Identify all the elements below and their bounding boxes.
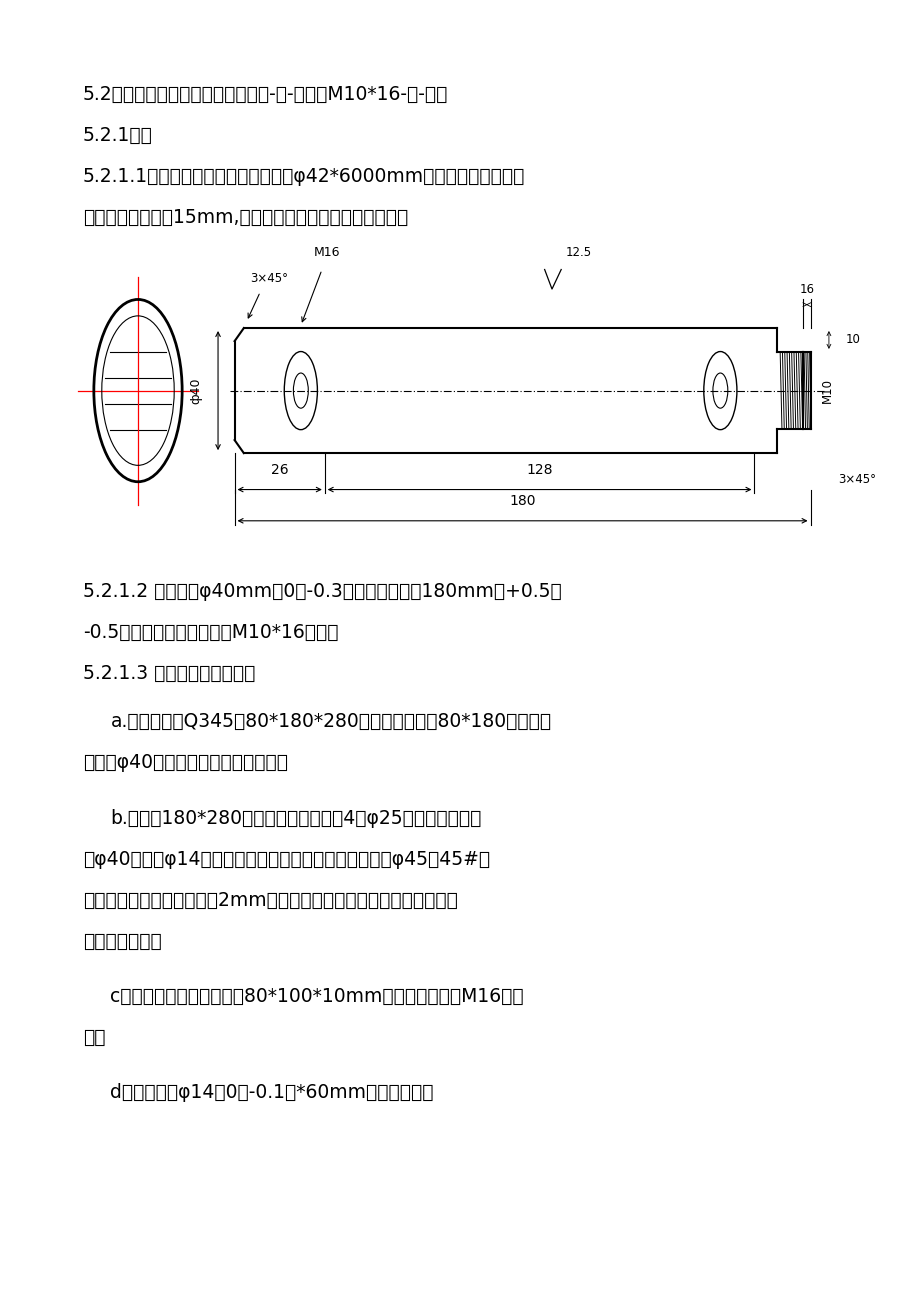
Text: 5.2.1下料: 5.2.1下料 (83, 126, 153, 145)
Text: c．再将其中的一个孔銃揤80*100*10mm深的方块以备攼M16丝使: c．再将其中的一个孔銃揤80*100*10mm深的方块以备攼M16丝使 (110, 987, 524, 1006)
Text: 钒两个φ40的透孔以备放转矩轴工件。: 钒两个φ40的透孔以备放转矩轴工件。 (83, 753, 288, 772)
Text: 10: 10 (845, 333, 859, 346)
Text: 128: 128 (526, 462, 552, 477)
Text: 工之图纸尺寸。: 工之图纸尺寸。 (83, 932, 162, 950)
Text: 3×45°: 3×45° (250, 272, 289, 285)
Text: 3×45°: 3×45° (837, 473, 875, 486)
Text: -0.5），打中心孔，再钒攼M10*16的丝。: -0.5），打中心孔，再钒攼M10*16的丝。 (83, 624, 338, 642)
Text: 16: 16 (799, 283, 813, 296)
Text: b.其次在180*280的平面上钒如图所示4个φ25的孔并镌上外径: b.其次在180*280的平面上钒如图所示4个φ25的孔并镌上外径 (110, 809, 482, 828)
Text: 5.2.1.3 转矩轴钒床胎具制作: 5.2.1.3 转矩轴钒床胎具制作 (83, 664, 255, 684)
Text: 5.2转矩轴加工件的工艺流程：下料-车-钒、攼M10*16-钒-攼。: 5.2转矩轴加工件的工艺流程：下料-车-钒、攼M10*16-钒-攼。 (83, 85, 448, 104)
Text: ф40: ф40 (189, 378, 202, 404)
Text: 180: 180 (509, 493, 535, 508)
Text: a.加工材质为Q345皀80*180*280的方板，首先在80*180的侧面上: a.加工材质为Q345皀80*180*280的方板，首先在80*180的侧面上 (110, 712, 550, 732)
Text: 为φ40内孔为φ14的钒套。（钒套如图右下方所示）套用φ45皀45#圆: 为φ40内孔为φ14的钒套。（钒套如图右下方所示）套用φ45皀45#圆 (83, 850, 490, 868)
Text: 5.2.1.1领取符合图纸材质要求的圆钐φ42*6000mm，校直后排版，用锋: 5.2.1.1领取符合图纸材质要求的圆钐φ42*6000mm，校直后排版，用锋 (83, 167, 525, 186)
Text: 12.5: 12.5 (565, 246, 591, 259)
Text: 用。: 用。 (83, 1029, 105, 1047)
Text: 钐粗加工，按实际尺寸留有2mm的加工量，然后进行调质、淣火。精加: 钐粗加工，按实际尺寸留有2mm的加工量，然后进行调质、淣火。精加 (83, 891, 457, 910)
Text: 床下料，每根锋成15mm,以备车床加工。（工件图如下：）: 床下料，每根锋成15mm,以备车床加工。（工件图如下：） (83, 207, 408, 227)
Text: 26: 26 (270, 462, 289, 477)
Text: M10: M10 (820, 378, 833, 404)
Text: d．加工一个φ14（0～-0.1）*60mm长的定位销。: d．加工一个φ14（0～-0.1）*60mm长的定位销。 (110, 1083, 434, 1101)
Text: 5.2.1.2 车轴面至φ40mm（0～-0.3）后车两端面至180mm（+0.5～: 5.2.1.2 车轴面至φ40mm（0～-0.3）后车两端面至180mm（+0.… (83, 582, 561, 602)
Text: M16: M16 (313, 246, 339, 259)
